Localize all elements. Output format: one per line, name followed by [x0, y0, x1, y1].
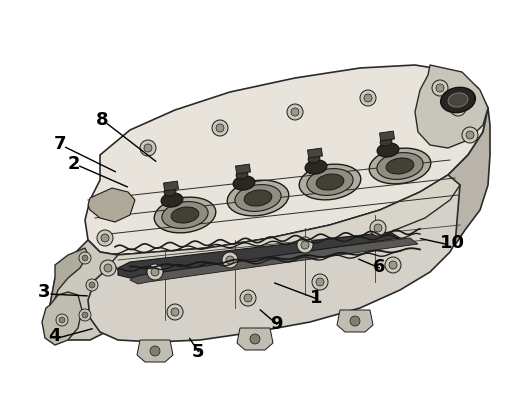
Circle shape: [100, 260, 116, 276]
Circle shape: [312, 274, 328, 290]
Ellipse shape: [244, 190, 272, 206]
Text: 10: 10: [440, 234, 465, 252]
Circle shape: [370, 220, 386, 236]
Ellipse shape: [162, 202, 208, 228]
Ellipse shape: [386, 158, 414, 174]
Circle shape: [287, 104, 303, 120]
Polygon shape: [88, 188, 135, 222]
Circle shape: [250, 334, 260, 344]
Text: 1: 1: [310, 289, 322, 307]
Circle shape: [167, 304, 183, 320]
Ellipse shape: [441, 87, 475, 113]
Bar: [379, 131, 394, 141]
Circle shape: [226, 256, 234, 264]
Polygon shape: [448, 108, 490, 245]
Bar: [235, 164, 251, 174]
Circle shape: [89, 282, 95, 288]
Text: 9: 9: [270, 315, 282, 333]
Circle shape: [82, 255, 88, 261]
Circle shape: [350, 316, 360, 326]
Circle shape: [462, 127, 478, 143]
Text: 5: 5: [192, 343, 205, 361]
Circle shape: [240, 290, 256, 306]
Text: 2: 2: [68, 155, 81, 173]
Ellipse shape: [380, 138, 392, 146]
Polygon shape: [137, 340, 173, 362]
Ellipse shape: [307, 168, 353, 196]
Circle shape: [147, 264, 163, 280]
Ellipse shape: [316, 174, 344, 190]
Text: 3: 3: [38, 283, 51, 301]
Ellipse shape: [227, 180, 289, 216]
Polygon shape: [88, 175, 465, 342]
Circle shape: [389, 261, 397, 269]
Circle shape: [104, 264, 112, 272]
Ellipse shape: [164, 188, 176, 196]
Circle shape: [79, 309, 91, 321]
Circle shape: [432, 80, 448, 96]
Circle shape: [86, 279, 98, 291]
Circle shape: [316, 278, 324, 286]
Ellipse shape: [171, 207, 199, 223]
Circle shape: [297, 237, 313, 253]
Circle shape: [82, 312, 88, 318]
Text: 6: 6: [373, 258, 386, 276]
Circle shape: [56, 314, 68, 326]
Circle shape: [374, 224, 382, 232]
Circle shape: [222, 252, 238, 268]
Circle shape: [150, 346, 160, 356]
Circle shape: [151, 268, 159, 276]
Circle shape: [466, 131, 474, 139]
Ellipse shape: [308, 155, 320, 163]
Polygon shape: [130, 238, 418, 284]
Circle shape: [360, 90, 376, 106]
Circle shape: [212, 120, 228, 136]
Polygon shape: [118, 232, 400, 278]
Ellipse shape: [377, 143, 399, 157]
Circle shape: [301, 241, 309, 249]
Circle shape: [97, 230, 113, 246]
Polygon shape: [237, 328, 273, 350]
Ellipse shape: [448, 93, 468, 107]
Circle shape: [450, 100, 466, 116]
Circle shape: [101, 234, 109, 242]
Polygon shape: [337, 310, 373, 332]
Text: 7: 7: [54, 135, 67, 153]
Bar: [307, 148, 322, 158]
Ellipse shape: [377, 153, 423, 179]
Polygon shape: [112, 175, 460, 275]
Circle shape: [244, 294, 252, 302]
Ellipse shape: [305, 160, 327, 174]
Circle shape: [79, 252, 91, 264]
Ellipse shape: [233, 176, 255, 190]
Polygon shape: [50, 240, 155, 340]
Circle shape: [216, 124, 224, 132]
Polygon shape: [415, 65, 488, 148]
Circle shape: [454, 104, 462, 112]
Ellipse shape: [161, 193, 183, 207]
Polygon shape: [50, 248, 88, 308]
Circle shape: [291, 108, 299, 116]
Polygon shape: [85, 65, 488, 255]
Ellipse shape: [235, 185, 281, 211]
Polygon shape: [42, 292, 82, 345]
Ellipse shape: [369, 148, 431, 184]
Bar: [164, 181, 179, 191]
Text: 4: 4: [48, 327, 60, 345]
Circle shape: [59, 317, 65, 323]
Circle shape: [385, 257, 401, 273]
Circle shape: [140, 140, 156, 156]
Ellipse shape: [236, 171, 248, 179]
Circle shape: [436, 84, 444, 92]
Text: 8: 8: [96, 111, 108, 129]
Circle shape: [364, 94, 372, 102]
Circle shape: [171, 308, 179, 316]
Ellipse shape: [299, 164, 361, 200]
Ellipse shape: [154, 197, 216, 233]
Circle shape: [144, 144, 152, 152]
